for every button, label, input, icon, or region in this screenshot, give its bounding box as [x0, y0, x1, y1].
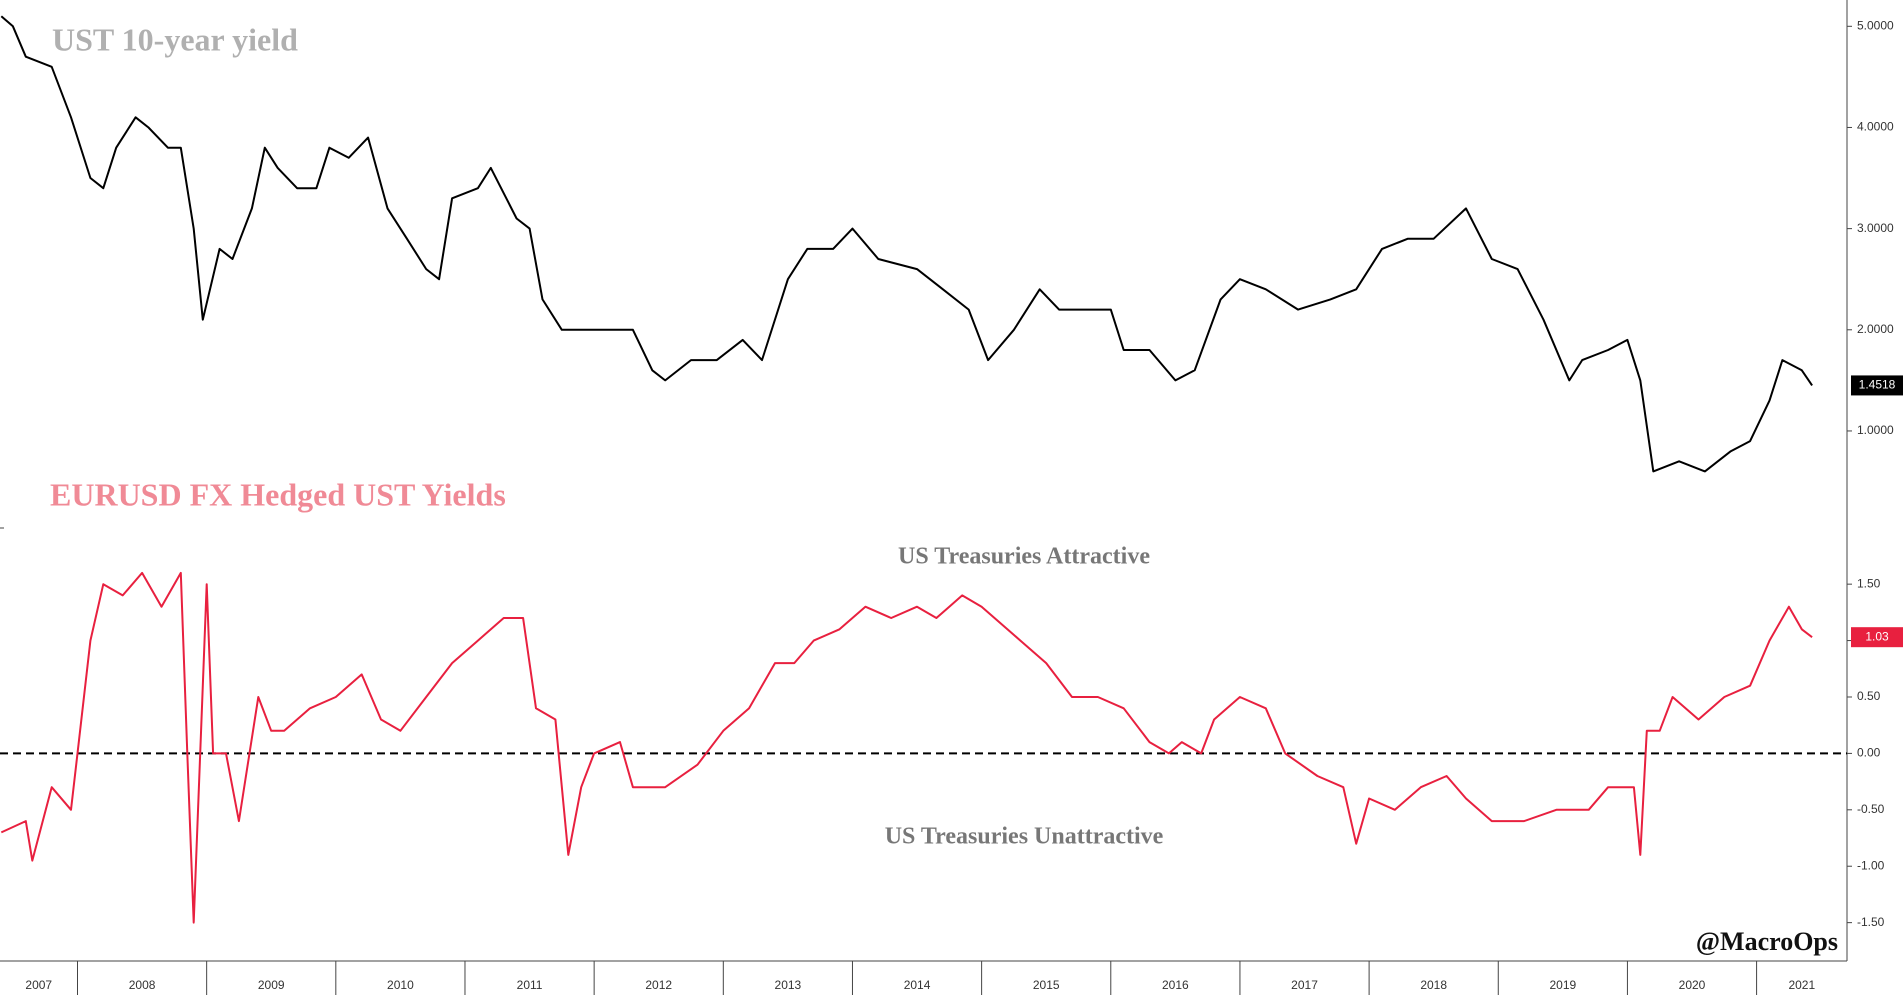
data-line	[0, 571, 1813, 924]
x-tick-label: 2020	[1679, 978, 1706, 992]
x-tick-label: 2011	[517, 978, 543, 992]
y-tick-label: 0.00	[1857, 746, 1881, 760]
annotation: US Treasuries Unattractive	[885, 824, 1164, 850]
x-tick-label: 2017	[1291, 978, 1318, 992]
x-tick-label: 2016	[1162, 978, 1189, 992]
x-tick-label: 2015	[1033, 978, 1060, 992]
last-value-label: 1.4518	[1859, 378, 1896, 392]
x-tick-label: 2019	[1549, 978, 1576, 992]
y-tick-label: -1.50	[1857, 915, 1885, 929]
x-tick-label: 2014	[904, 978, 931, 992]
annotation: US Treasuries Attractive	[898, 544, 1150, 570]
y-tick-label: 1.0000	[1857, 423, 1894, 437]
y-tick-label: 2.0000	[1857, 322, 1894, 336]
x-tick-label: 2010	[387, 978, 414, 992]
last-value-tag	[1851, 627, 1903, 648]
top-title: UST 10-year yield	[52, 21, 298, 57]
x-tick-label: 2008	[129, 978, 156, 992]
y-tick-label: 4.0000	[1857, 120, 1894, 134]
x-tick-label: 2013	[775, 978, 802, 992]
x-tick-label: 2009	[258, 978, 285, 992]
y-tick-label: -0.50	[1857, 802, 1885, 816]
last-value-label: 1.03	[1865, 629, 1889, 643]
x-tick-label: 2012	[645, 978, 672, 992]
y-tick-label: 3.0000	[1857, 221, 1894, 235]
bottom-title: EURUSD FX Hedged UST Yields	[50, 476, 506, 512]
y-tick-label: -1.00	[1857, 858, 1885, 872]
x-tick-label: 2007	[25, 978, 52, 992]
last-value-tag	[1851, 375, 1903, 396]
y-tick-label: 5.0000	[1857, 18, 1894, 32]
data-line	[0, 15, 1813, 473]
x-tick-label: 2021	[1788, 978, 1815, 992]
x-tick-label: 2018	[1420, 978, 1447, 992]
source: @MacroOps	[1696, 927, 1838, 956]
y-tick-label: 0.50	[1857, 689, 1881, 703]
y-tick-label: 1.50	[1857, 576, 1881, 590]
